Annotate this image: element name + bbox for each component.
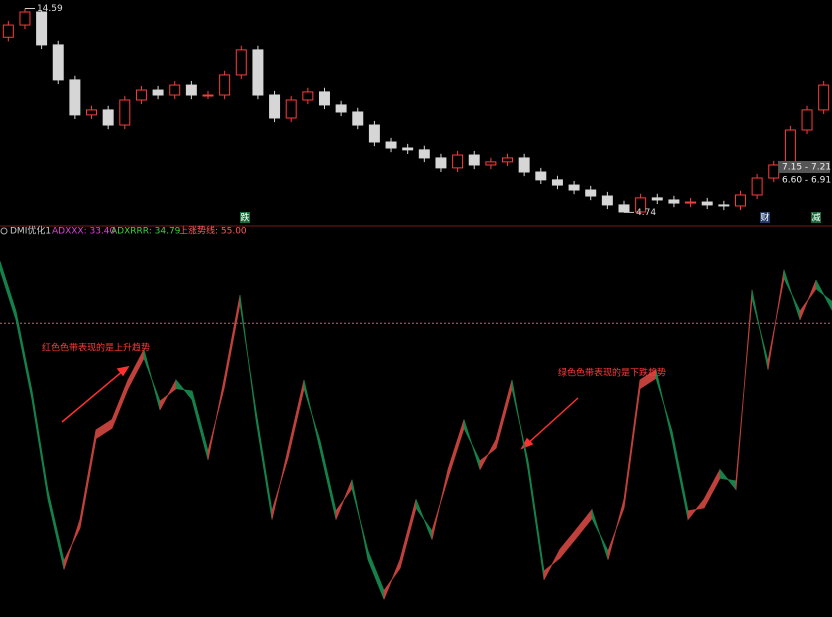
candle-body [751,177,763,196]
candle-body [36,11,48,46]
candle-body [718,204,730,207]
candle-body [2,24,14,38]
candle-body [768,164,780,179]
candle-body [502,157,514,163]
annotation: 绿色色带表现的是下跌趋势 [558,367,666,379]
candle-body [135,89,147,101]
legend-entry: 上涨势线: 55.00 [179,225,247,237]
arrow [61,369,125,423]
candle-body [119,99,131,126]
candle-body [102,109,114,126]
candle-body [19,11,31,26]
candle-body [601,195,613,206]
max-label: 14.59 [37,4,63,14]
candle-body [468,154,480,166]
candle-body [618,204,630,213]
candle-body [402,147,414,151]
annotation: 红色色带表现的是上升趋势 [42,342,150,354]
event-marker-box [240,212,250,223]
candle-body [585,189,597,197]
candle-body [551,179,563,186]
legend-entry: ADXXX: 33.40 [52,227,116,237]
event-marker-box [811,212,821,223]
candle-body [801,109,813,131]
candle-body [385,141,397,149]
legend-entry: ADXRRR: 34.79 [111,227,181,237]
legend-entry: DMI优化1 [10,225,51,237]
arrows [61,365,579,450]
candle-body [285,99,297,119]
quote-label: 7.15 - 7.21 [782,163,831,173]
min-label: 4.74 [636,208,656,218]
candle-body [269,94,281,119]
indicator-icon [0,227,8,235]
arrow-head [116,365,130,377]
candle-body [235,49,247,76]
event-marker: 跌 [240,213,249,224]
candle-body [185,84,197,96]
candle-body [318,91,330,106]
candle-body [535,171,547,181]
candle-body [635,197,647,213]
candle-body [252,49,264,96]
candle-body [335,104,347,113]
event-marker-box [760,212,770,223]
candle-body [784,129,796,166]
band-segment [815,279,832,311]
candle-body [86,109,98,116]
candle-body [435,157,447,169]
quote-box [778,161,830,173]
candle-body [368,124,380,143]
candle-body [202,94,214,97]
arrow [525,397,579,446]
candle-body [52,44,64,81]
candle-body [701,201,713,206]
candle-body [518,157,530,173]
candle-body [352,111,364,126]
candle-body [69,79,81,116]
candle-body [685,201,697,204]
candle-body [219,74,231,96]
candle-body [668,199,680,204]
candle-body [152,89,164,96]
candle-body [818,84,830,111]
event-marker: 减 [811,212,820,224]
candle-body [734,194,746,207]
candle-body [418,149,430,159]
quote-label: 6.60 - 6.91 [782,176,831,186]
candle-body [302,91,314,101]
candle-body [169,84,181,96]
candle-body [651,197,663,201]
candle-body [452,154,464,169]
candle-body [485,161,497,166]
candle-body [568,184,580,191]
event-marker: 财 [760,212,769,224]
